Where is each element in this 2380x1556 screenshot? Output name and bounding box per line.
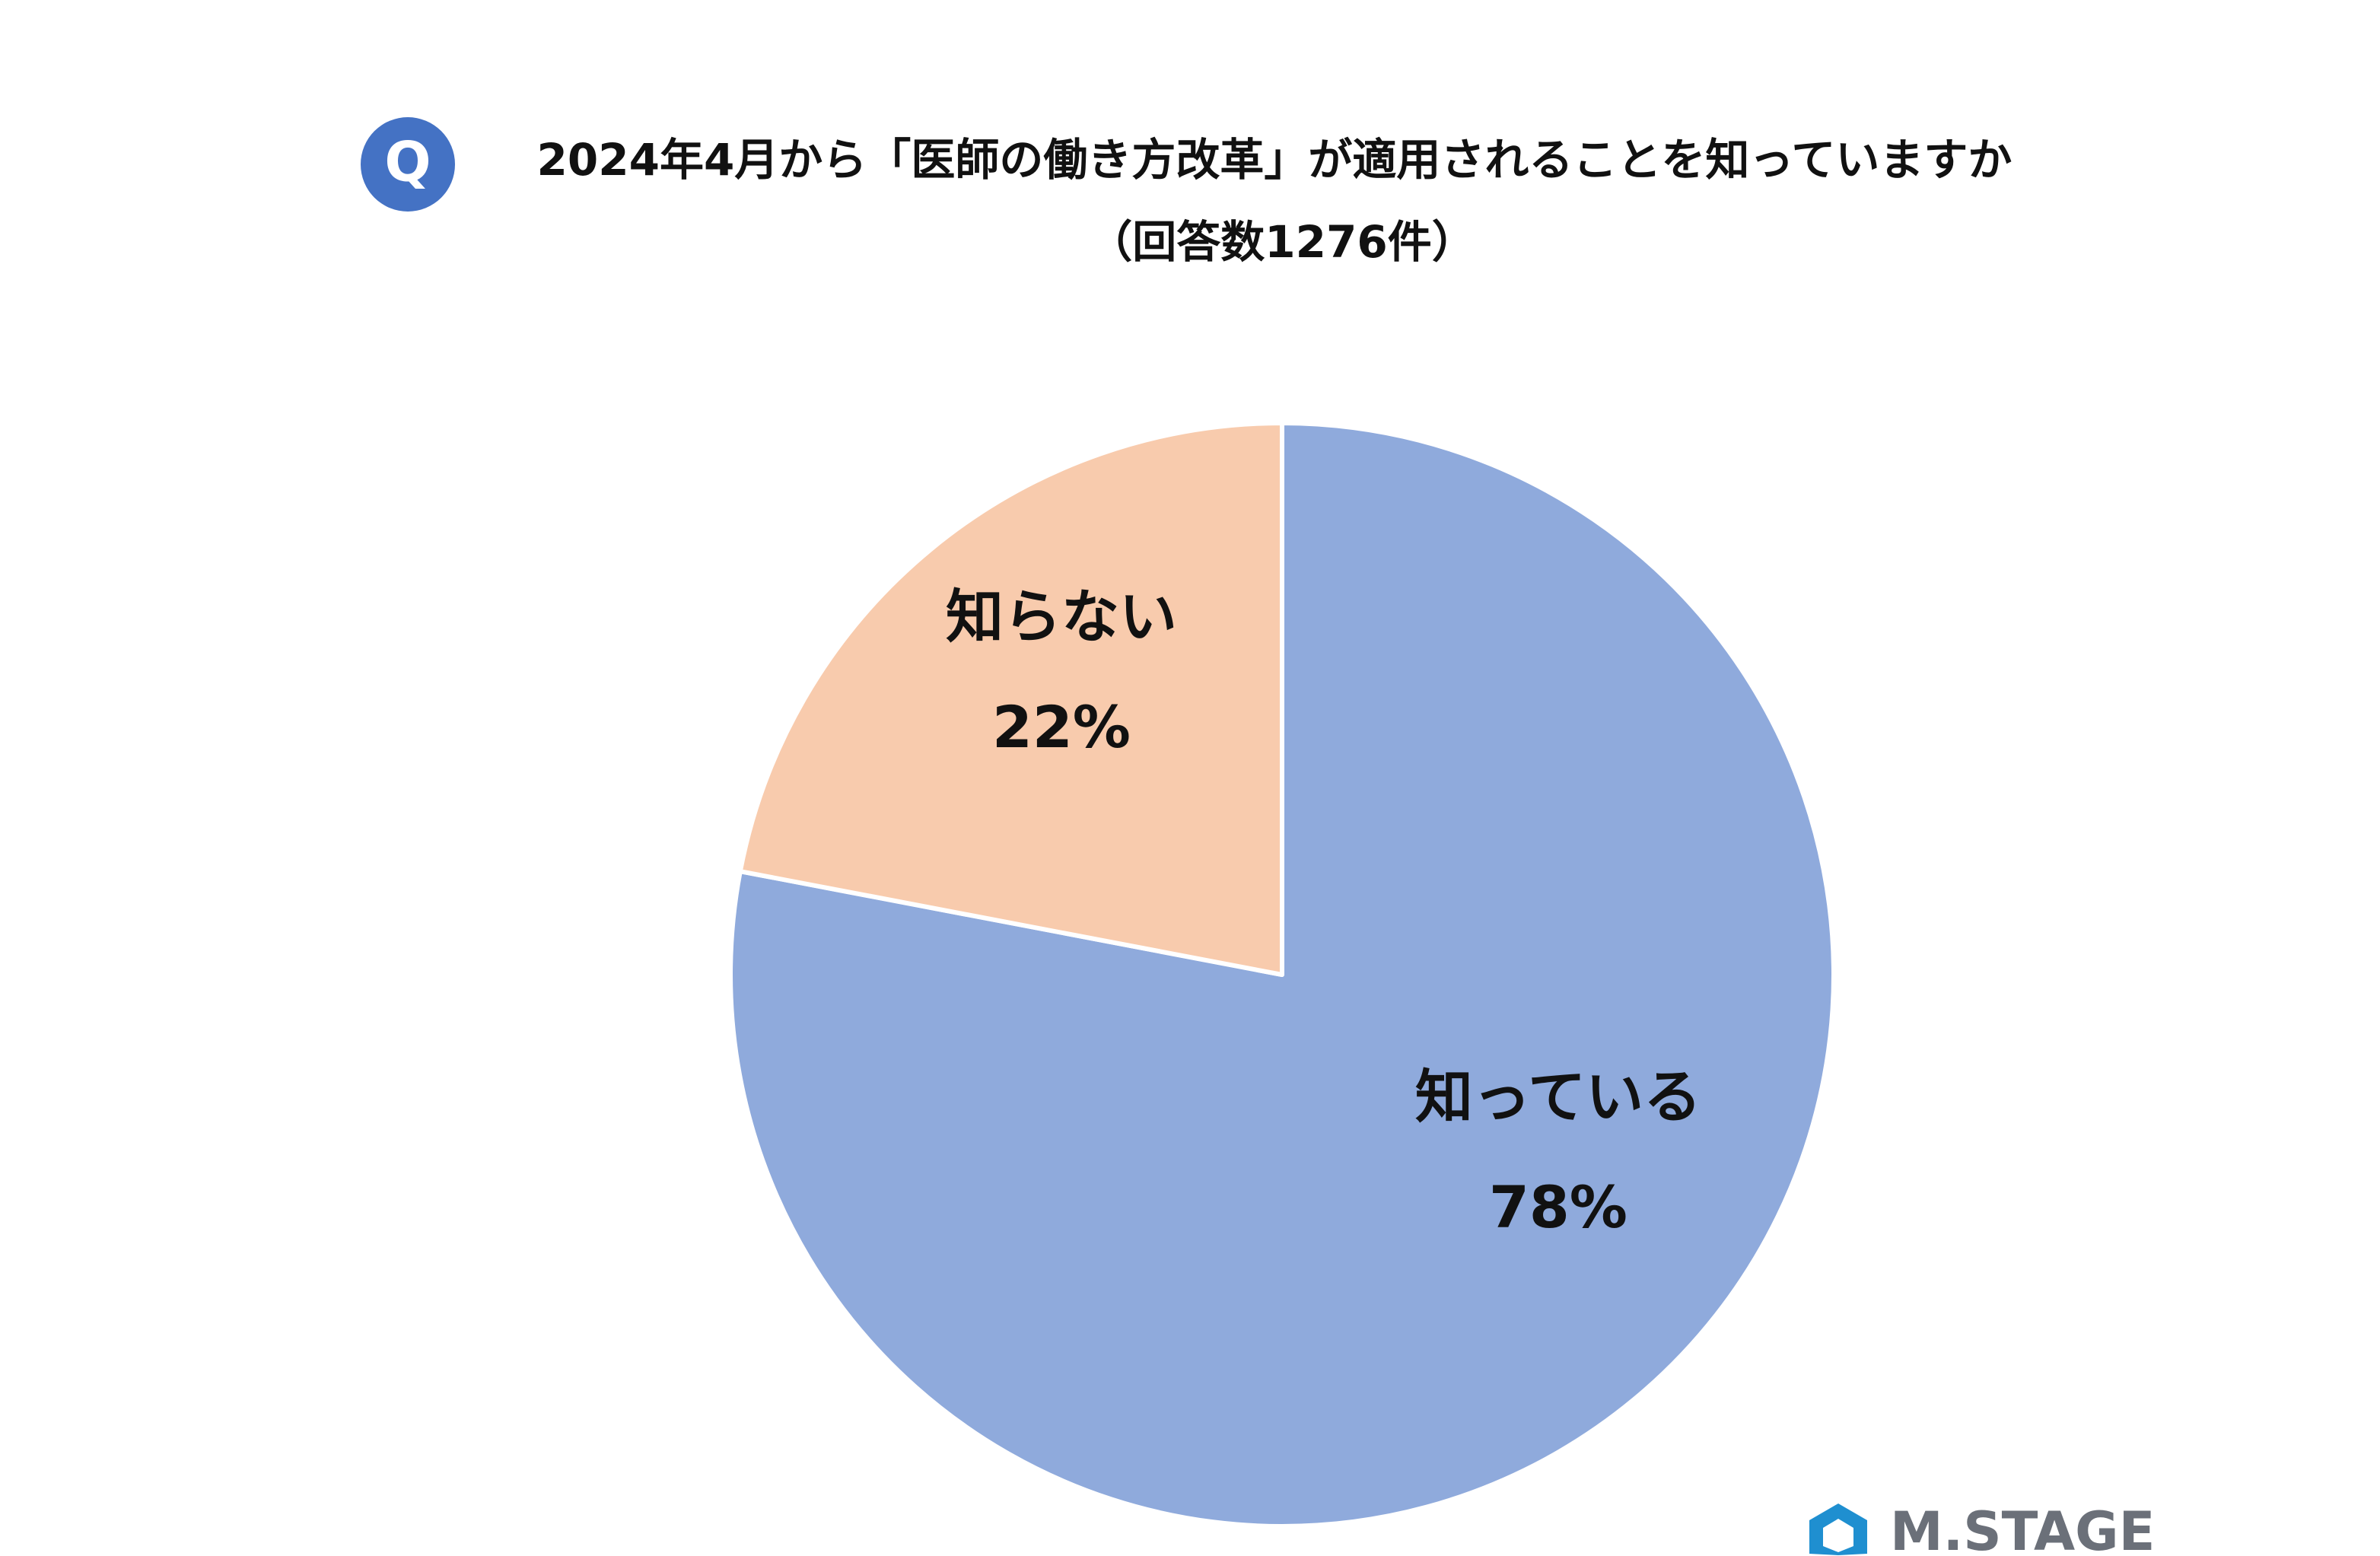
pie-slice xyxy=(737,421,1284,977)
logo-group: M.STAGE xyxy=(1809,1500,2155,1556)
slice-label: 知っている xyxy=(1415,1063,1701,1131)
chart-title: 2024年4月から「医師の働き方改革」が適用されることを知っていますか xyxy=(537,134,2013,186)
logo-icon-inner xyxy=(1823,1519,1853,1552)
logo: M.STAGE xyxy=(1890,1500,2155,1556)
slice-label: 知らない xyxy=(946,583,1177,651)
badge: Q xyxy=(384,130,431,194)
value-label: 22% xyxy=(992,693,1131,761)
value-label: 78% xyxy=(1489,1173,1628,1241)
badge-circle xyxy=(361,117,455,212)
chart-subtitle: （回答数1276件） xyxy=(1088,216,1475,268)
